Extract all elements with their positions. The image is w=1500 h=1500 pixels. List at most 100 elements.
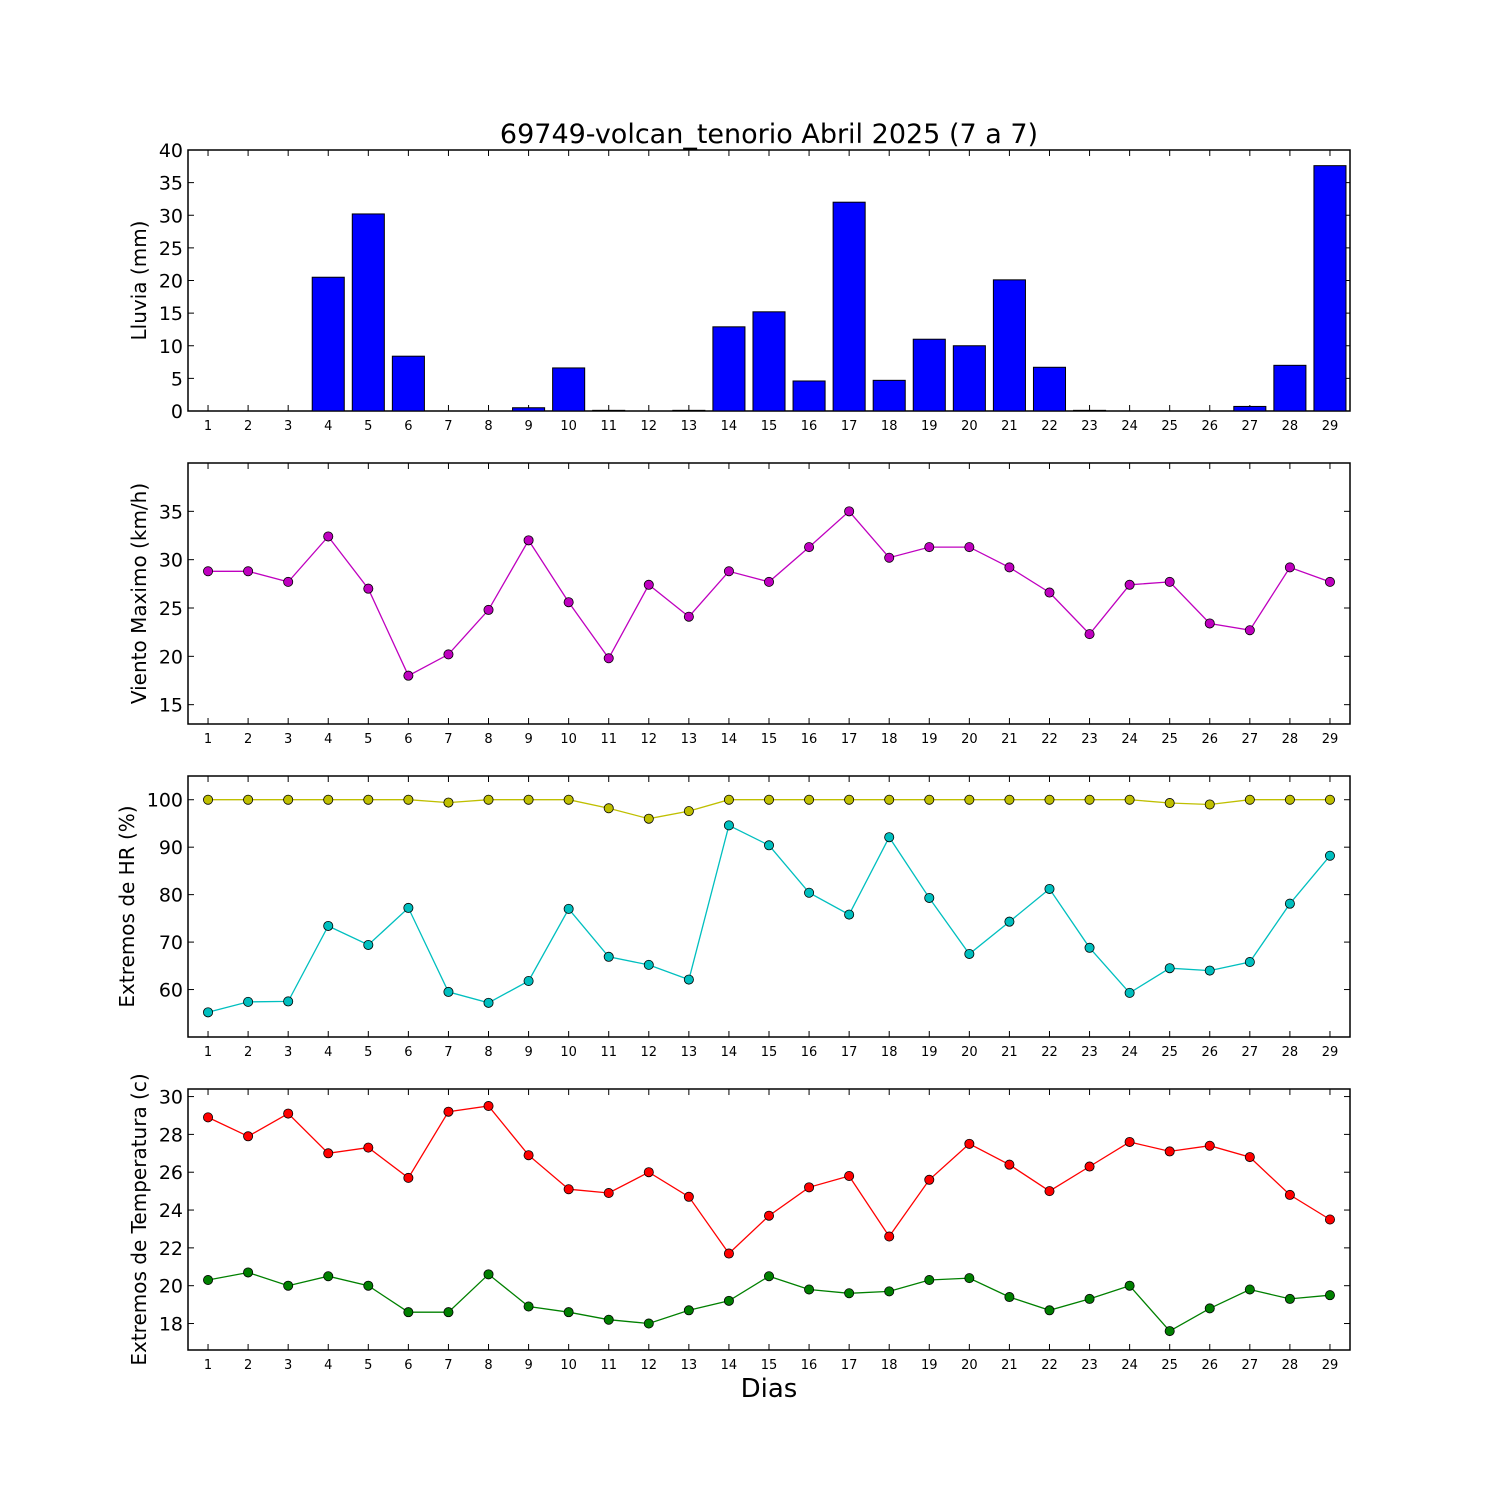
series-line-2 (207, 1271, 1331, 1332)
x-tick-label: 19 (921, 1358, 938, 1373)
x-tick-label: 28 (1282, 1358, 1299, 1373)
data-point (1204, 965, 1215, 976)
data-point (844, 1171, 855, 1182)
x-tick-label: 5 (364, 1358, 372, 1373)
data-point (1084, 1293, 1095, 1304)
data-point (764, 794, 775, 805)
data-point (643, 579, 654, 590)
y-tick-label: 60 (159, 980, 183, 1002)
data-point (1004, 1292, 1015, 1303)
x-tick-label: 21 (1001, 732, 1018, 747)
data-point (964, 1138, 975, 1149)
data-point (1044, 883, 1055, 894)
x-tick-label: 27 (1242, 1358, 1259, 1373)
data-point (283, 996, 294, 1007)
data-point (1324, 794, 1335, 805)
x-tick-label: 2 (244, 419, 252, 434)
x-tick-label: 15 (761, 1358, 778, 1373)
data-point (363, 794, 374, 805)
data-point (683, 1191, 694, 1202)
x-tick-label: 13 (681, 1358, 698, 1373)
x-tick-label: 4 (324, 1045, 332, 1060)
data-point (1164, 576, 1175, 587)
x-tick-label: 6 (404, 419, 412, 434)
data-point (283, 1108, 294, 1119)
data-point (683, 1305, 694, 1316)
data-point (683, 806, 694, 817)
data-point (804, 887, 815, 898)
y-tick-label: 80 (159, 885, 183, 907)
x-tick-label: 19 (921, 419, 938, 434)
data-point (243, 996, 254, 1007)
data-point (403, 1307, 414, 1318)
x-tick-label: 21 (1001, 1045, 1018, 1060)
x-tick-label: 25 (1161, 1045, 1178, 1060)
data-point (1324, 1214, 1335, 1225)
x-tick-label: 29 (1322, 1358, 1339, 1373)
x-tick-label: 3 (284, 419, 292, 434)
x-tick-label: 29 (1322, 419, 1339, 434)
x-tick-label: 2 (244, 1045, 252, 1060)
data-point (1084, 942, 1095, 953)
data-point (363, 583, 374, 594)
x-tick-label: 4 (324, 1358, 332, 1373)
data-point (243, 1267, 254, 1278)
data-point (403, 902, 414, 913)
x-tick-label: 24 (1121, 1358, 1138, 1373)
data-point (1164, 798, 1175, 809)
data-point (203, 1275, 214, 1286)
rain-bar (311, 276, 345, 412)
y-tick-label: 20 (159, 646, 183, 668)
data-point (203, 794, 214, 805)
x-tick-label: 23 (1081, 1045, 1098, 1060)
x-tick-label: 11 (600, 1045, 617, 1060)
y-tick-label: 28 (159, 1124, 183, 1146)
data-point (764, 1271, 775, 1282)
x-tick-label: 5 (364, 419, 372, 434)
data-point (363, 1142, 374, 1153)
x-tick-label: 17 (841, 419, 858, 434)
data-point (523, 976, 534, 987)
data-point (1164, 963, 1175, 974)
data-point (804, 542, 815, 553)
x-tick-label: 9 (524, 419, 532, 434)
data-point (924, 1174, 935, 1185)
x-tick-label: 26 (1201, 1358, 1218, 1373)
data-point (203, 1112, 214, 1123)
x-tick-label: 5 (364, 1045, 372, 1060)
data-point (403, 794, 414, 805)
data-point (603, 1314, 614, 1325)
x-tick-label: 6 (404, 732, 412, 747)
y-tick-label: 25 (159, 238, 183, 260)
x-tick-label: 9 (524, 1358, 532, 1373)
data-point (1324, 1290, 1335, 1301)
y-tick-label: 35 (159, 501, 183, 523)
data-point (323, 1271, 334, 1282)
data-point (1004, 916, 1015, 927)
x-tick-label: 22 (1041, 419, 1058, 434)
data-point (884, 832, 895, 843)
x-tick-label: 24 (1121, 732, 1138, 747)
x-tick-label: 23 (1081, 1358, 1098, 1373)
rain-bar (592, 409, 626, 412)
x-tick-label: 22 (1041, 1358, 1058, 1373)
x-tick-label: 20 (961, 419, 978, 434)
x-tick-label: 17 (841, 1045, 858, 1060)
data-point (243, 1131, 254, 1142)
rain-bar (391, 355, 425, 412)
rain-bar (712, 326, 746, 412)
data-point (1324, 850, 1335, 861)
data-point (764, 1210, 775, 1221)
data-point (603, 653, 614, 664)
data-point (844, 909, 855, 920)
x-tick-label: 11 (600, 732, 617, 747)
data-point (924, 794, 935, 805)
data-point (363, 939, 374, 950)
x-tick-label: 28 (1282, 1045, 1299, 1060)
y-tick-label: 20 (159, 271, 183, 293)
rain-bar (1032, 366, 1067, 412)
x-tick-label: 25 (1161, 1358, 1178, 1373)
data-point (203, 566, 214, 577)
data-point (1284, 1189, 1295, 1200)
